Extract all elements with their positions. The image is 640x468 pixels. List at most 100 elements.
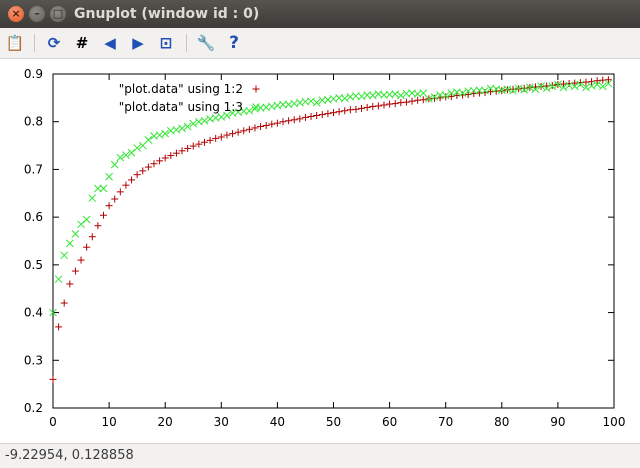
minimize-button[interactable]: – [29, 6, 45, 22]
data-point-series-1 [285, 117, 293, 125]
x-tick-label: 80 [494, 415, 509, 429]
cursor-coordinates: -9.22954, 0.128858 [5, 448, 134, 463]
data-point-series-2 [60, 251, 69, 260]
data-point-series-1 [374, 102, 382, 110]
data-point-series-2 [172, 125, 181, 134]
data-point-series-1 [234, 128, 242, 136]
window-title: Gnuplot (window id : 0) [74, 6, 260, 22]
data-point-series-1 [195, 140, 203, 148]
data-point-series-1 [330, 109, 337, 117]
data-point-series-1 [352, 105, 360, 113]
x-tick-label: 70 [438, 415, 453, 429]
data-point-series-1 [88, 233, 96, 241]
data-point-series-1 [200, 138, 208, 146]
data-point-series-2 [576, 80, 585, 89]
data-point-series-2 [357, 92, 366, 101]
legend-marker-series-2 [252, 103, 260, 111]
data-point-series-1 [419, 96, 427, 104]
data-point-series-2 [245, 106, 254, 115]
clipboard-icon[interactable]: 📋 [5, 34, 25, 52]
data-point-series-1 [290, 116, 298, 124]
data-point-series-2 [458, 89, 467, 97]
data-point-series-1 [144, 163, 152, 171]
data-point-series-1 [184, 144, 192, 152]
y-tick-label: 0.2 [24, 401, 43, 415]
data-point-series-1 [172, 149, 180, 157]
data-point-series-1 [402, 98, 410, 106]
data-point-series-1 [60, 299, 68, 307]
y-tick-label: 0.7 [24, 162, 43, 176]
data-point-series-2 [183, 122, 192, 131]
data-point-series-2 [425, 94, 433, 103]
data-point-series-2 [542, 84, 551, 93]
data-point-series-2 [88, 194, 97, 202]
data-point-series-1 [464, 91, 472, 99]
data-point-series-2 [537, 82, 545, 90]
help-icon[interactable]: ? [229, 33, 239, 53]
plot-area[interactable]: 0.2 0.3 0.4 0.5 0.6 0.7 0.8 0.9 0 10 20 30 40 50 60 70 8… [0, 59, 640, 443]
zoom-previous-icon[interactable]: ◀ [104, 34, 116, 52]
data-point-series-1 [296, 115, 304, 123]
data-point-series-1 [408, 97, 416, 105]
data-point-series-2 [82, 215, 91, 224]
y-tick-label: 0.3 [24, 353, 43, 367]
maximize-button[interactable]: □ [50, 6, 66, 22]
title-bar[interactable]: × – □ Gnuplot (window id : 0) [0, 0, 640, 28]
data-point-series-1 [335, 108, 343, 116]
data-point-series-1 [262, 122, 270, 130]
data-point-series-1 [358, 104, 366, 112]
plot-canvas[interactable]: 0.2 0.3 0.4 0.5 0.6 0.7 0.8 0.9 0 10 20 30 40 50 60 70 8… [0, 59, 640, 443]
data-point-series-1 [318, 111, 326, 119]
data-point-series-1 [257, 122, 265, 130]
legend-label-series-1: "plot.data" using 1:2 [119, 82, 243, 96]
data-point-series-2 [110, 160, 119, 169]
autoscale-icon[interactable]: ⊡ [159, 34, 173, 52]
data-point-series-2 [54, 275, 63, 284]
toolbar-separator [186, 34, 187, 52]
zoom-next-icon[interactable]: ▶ [132, 34, 144, 52]
x-tick-label: 90 [550, 415, 565, 429]
settings-icon[interactable]: 🔧 [196, 34, 216, 52]
data-point-series-1 [313, 112, 321, 120]
x-tick-label: 60 [382, 415, 397, 429]
data-point-series-2 [312, 98, 321, 107]
data-point-series-1 [217, 133, 225, 141]
data-point-series-1 [341, 107, 349, 115]
legend-marker-series-1 [252, 85, 260, 93]
data-point-series-2 [548, 82, 557, 91]
data-point-series-2 [520, 85, 529, 94]
data-point-series-2 [514, 84, 523, 93]
grid-icon[interactable]: # [75, 34, 89, 52]
data-point-series-1 [167, 152, 175, 160]
data-point-series-2 [368, 91, 377, 100]
data-point-series-1 [55, 323, 63, 331]
data-point-series-1 [66, 280, 74, 288]
data-point-series-2 [481, 86, 489, 95]
data-point-series-2 [525, 83, 534, 92]
data-point-series-1 [251, 124, 259, 132]
data-point-series-2 [65, 239, 74, 248]
data-point-series-1 [116, 188, 124, 196]
replot-icon[interactable]: ⟳ [47, 34, 61, 52]
data-point-series-2 [99, 184, 108, 193]
data-point-series-2 [200, 116, 209, 125]
close-button[interactable]: × [8, 6, 24, 22]
data-point-series-1 [189, 142, 197, 150]
data-point-series-1 [77, 256, 85, 264]
data-point-series-2 [593, 80, 602, 89]
data-point-series-2 [105, 172, 113, 181]
data-point-series-1 [520, 84, 528, 92]
data-point-series-1 [206, 136, 214, 144]
x-tick-label: 100 [603, 415, 626, 429]
data-point-series-1 [301, 113, 309, 121]
data-point-series-1 [161, 154, 169, 162]
data-point-series-1 [268, 120, 276, 128]
data-point-series-2 [430, 93, 439, 101]
data-point-series-2 [189, 119, 198, 128]
data-point-series-1 [133, 171, 141, 179]
data-point-series-1 [49, 375, 57, 383]
data-point-series-1 [307, 112, 315, 120]
data-point-series-1 [83, 243, 91, 251]
y-tick-label: 0.5 [24, 258, 43, 272]
data-point-series-2 [217, 113, 226, 121]
